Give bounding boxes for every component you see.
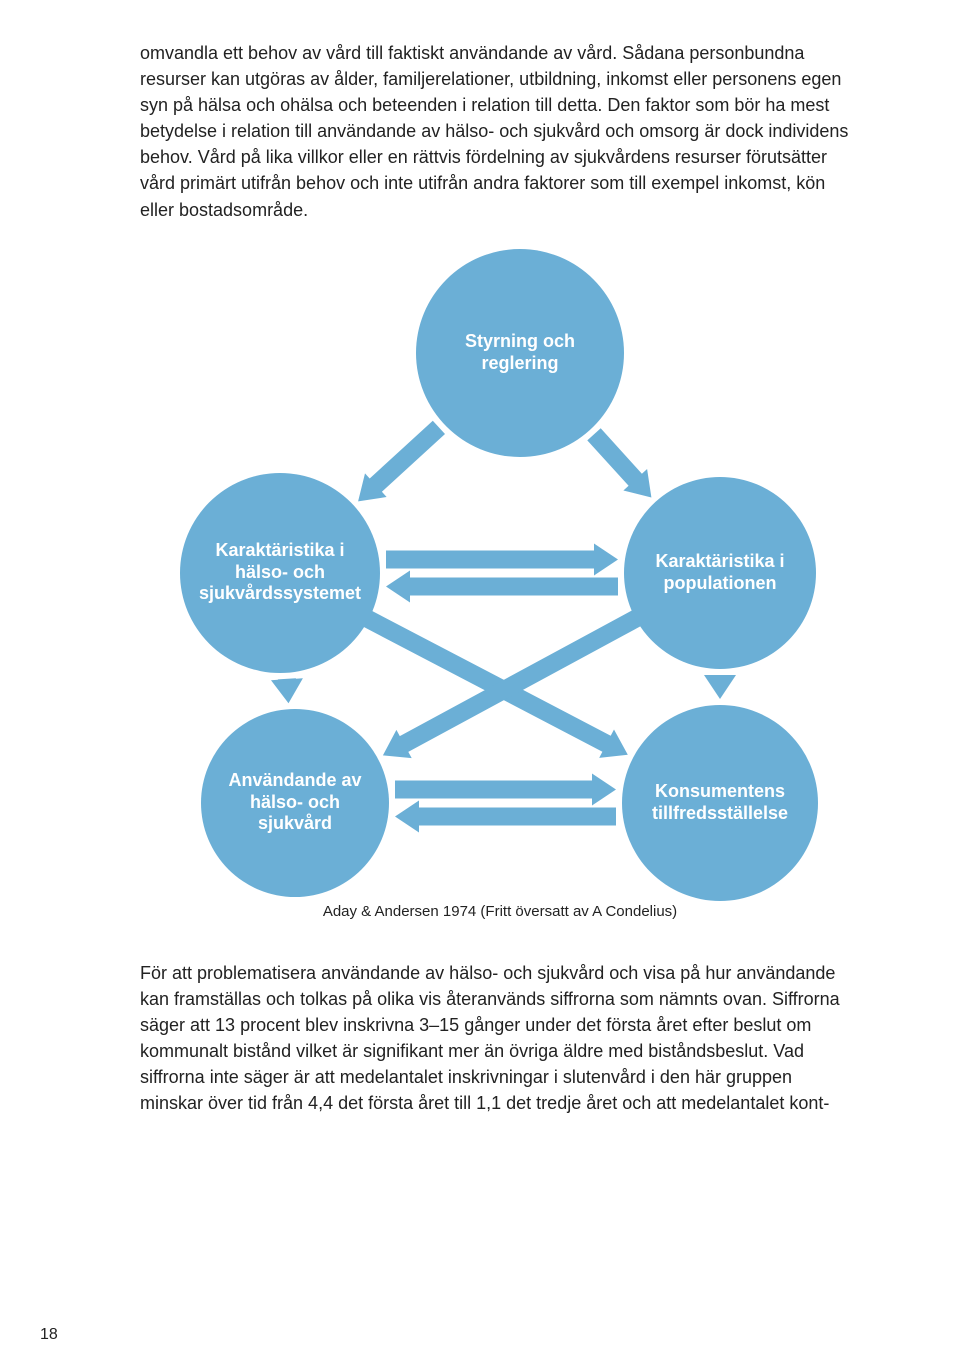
arrow: [395, 773, 616, 805]
arrow: [395, 800, 616, 832]
diagram-node-left: Karaktäristika i hälso- och sjukvårdssys…: [180, 473, 380, 673]
arrow: [587, 428, 651, 497]
concept-diagram: Styrning och regleringKaraktäristika i h…: [140, 253, 860, 893]
arrow: [383, 597, 666, 758]
arrow: [386, 570, 618, 602]
diagram-node-right: Karaktäristika i populationen: [624, 477, 816, 669]
diagram-node-bright: Konsumentens tillfredsställelse: [622, 705, 818, 901]
intro-paragraph: omvandla ett behov av vård till faktiskt…: [140, 40, 860, 223]
arrow: [271, 678, 303, 703]
arrow: [358, 420, 445, 501]
diagram-caption: Aday & Andersen 1974 (Fritt översatt av …: [140, 903, 860, 920]
diagram-node-top: Styrning och reglering: [416, 249, 624, 457]
discussion-paragraph: För att problematisera användande av häl…: [140, 960, 860, 1117]
arrow: [704, 675, 736, 699]
arrow: [339, 598, 628, 758]
arrow: [386, 543, 618, 575]
page-number: 18: [40, 1326, 58, 1344]
diagram-node-bleft: Användande av hälso- och sjukvård: [201, 709, 389, 897]
